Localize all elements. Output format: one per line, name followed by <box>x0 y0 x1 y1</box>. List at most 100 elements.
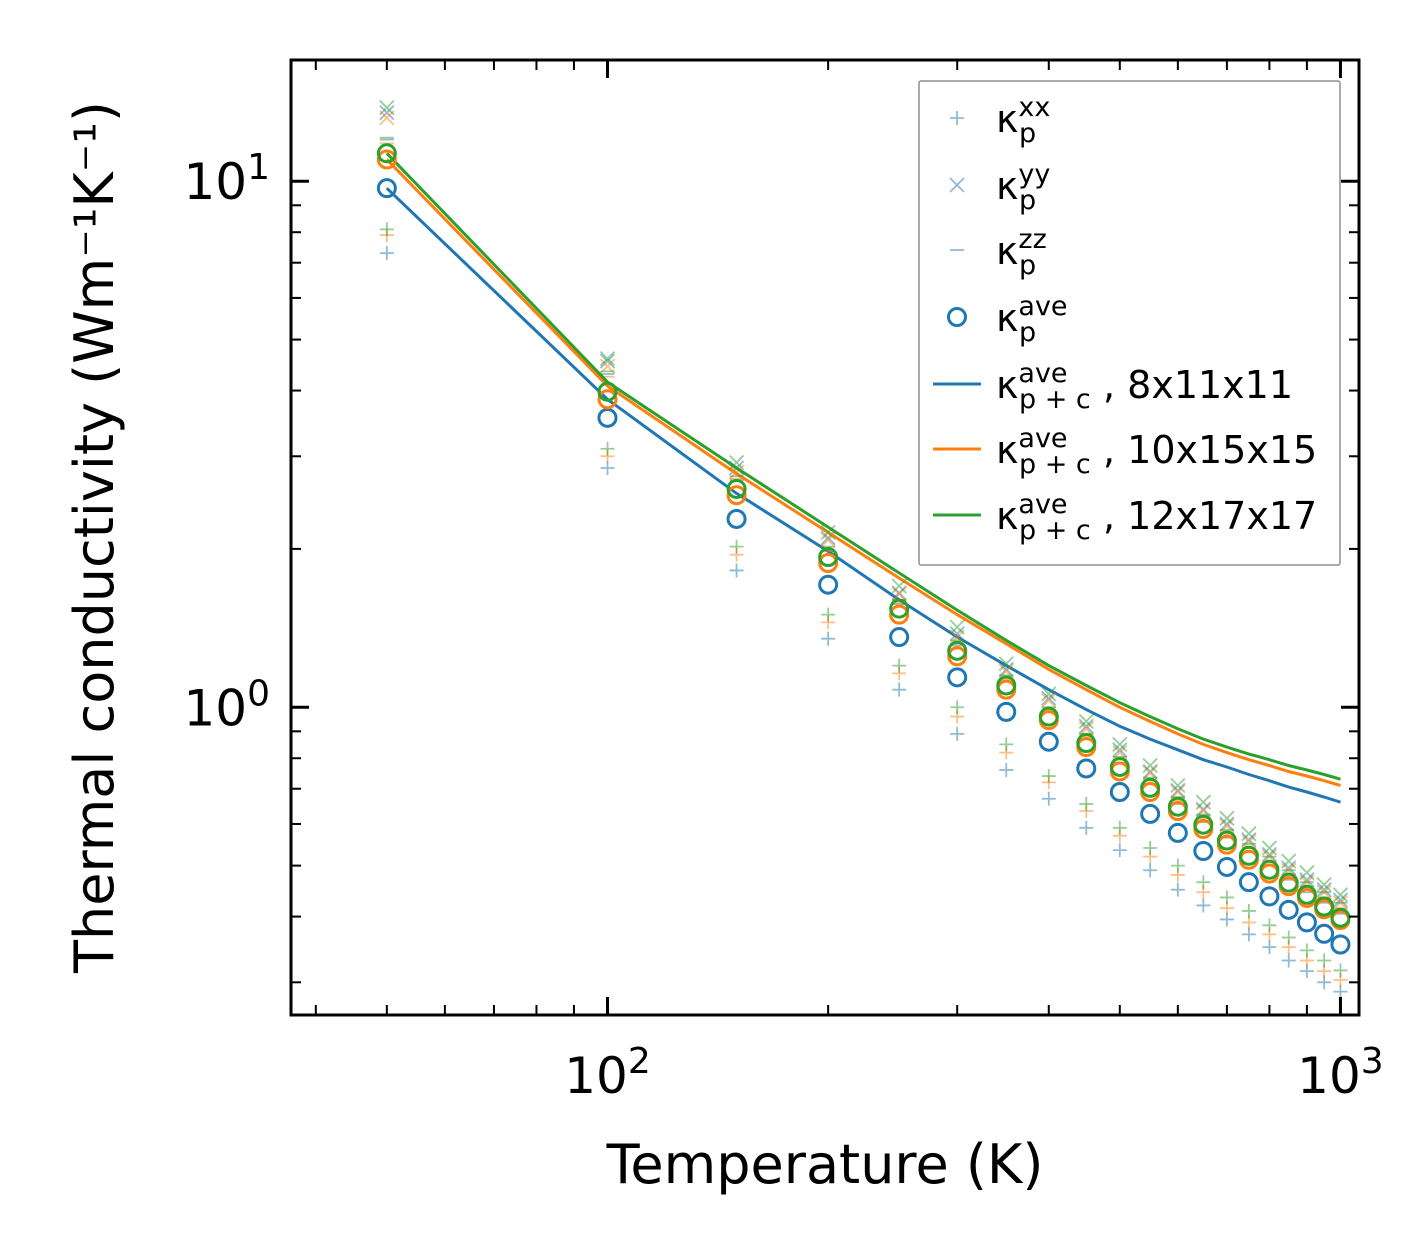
legend-label: κxx <box>996 92 1050 141</box>
kave-point <box>818 574 839 595</box>
kxx-point <box>1299 943 1314 958</box>
kyy-point <box>1299 872 1315 888</box>
kxx-point <box>1143 863 1158 878</box>
kxx-point <box>729 563 744 578</box>
y-tick-exp: 0 <box>247 673 270 714</box>
kxx-point <box>1281 930 1296 945</box>
kxx-point <box>1079 796 1094 811</box>
legend-label-sup: ave <box>1018 358 1067 389</box>
kave-point <box>889 604 910 625</box>
kxx-point <box>999 762 1014 777</box>
kxx-point <box>892 658 907 673</box>
kave-point <box>818 547 839 568</box>
kxx-point <box>1041 769 1056 784</box>
kyy-point <box>728 454 745 471</box>
kyy-point <box>949 619 965 635</box>
kave-point <box>726 478 747 499</box>
x-axis-label: Temperature (K) <box>606 1133 1044 1196</box>
legend-label-sup: ave <box>1018 291 1067 322</box>
kyy-point <box>820 530 836 546</box>
kyy-point <box>891 578 907 594</box>
kyy-point <box>1078 713 1094 730</box>
legend-label-symbol: κ <box>996 229 1018 273</box>
plot-frame <box>289 58 1361 1017</box>
kave-point <box>1330 907 1351 928</box>
kyy-point <box>1170 782 1186 799</box>
legend-label-sub: p + c <box>1019 384 1091 415</box>
kave-point <box>1109 756 1130 777</box>
kave-point <box>1259 886 1280 907</box>
kxx-point <box>1079 820 1094 835</box>
legend-label-symbol: κ <box>996 97 1018 141</box>
legend-label-symbol: κ <box>996 363 1018 407</box>
kave-point <box>1216 830 1237 851</box>
y-tick-label: 100 <box>183 673 270 737</box>
kave-point <box>1193 814 1214 835</box>
kxx-point <box>1170 858 1185 873</box>
kyy-point <box>1112 742 1128 758</box>
legend-circle-marker <box>947 307 967 327</box>
kyy-point <box>820 524 836 541</box>
x-tick-label: 103 <box>1297 1041 1384 1105</box>
kave-point <box>1216 856 1237 877</box>
kyy-point <box>998 661 1014 678</box>
kave-point <box>1278 872 1299 893</box>
legend-label-sup: xx <box>1018 92 1050 123</box>
y-axis-label: Thermal conductivity (Wm⁻¹K⁻¹) <box>63 101 126 974</box>
kxx-point <box>1219 890 1234 905</box>
kyy-point <box>1261 846 1278 863</box>
kave-point <box>1193 841 1214 862</box>
legend-label-sub: p <box>1019 185 1036 216</box>
kyy-point <box>998 656 1014 672</box>
y-tick-exp: 1 <box>247 147 270 188</box>
kave-point <box>1259 859 1280 880</box>
legend-label-sub: p <box>1019 317 1036 348</box>
legend-label-symbol: κ <box>996 164 1018 208</box>
kxx-point <box>1196 875 1211 890</box>
kave-point <box>1296 884 1317 905</box>
kave-point <box>1140 777 1161 798</box>
legend-label: κzz <box>996 224 1047 273</box>
series-ave-8x11x11 <box>376 178 1351 955</box>
kxx-point <box>1262 918 1277 933</box>
kyy-point <box>1142 757 1158 774</box>
kave-point <box>889 598 910 619</box>
x-tick-exp: 3 <box>1361 1041 1384 1082</box>
kyy-point <box>1281 853 1297 869</box>
kxx-point <box>1262 940 1277 955</box>
kave-point <box>376 149 397 170</box>
kxx-point <box>600 460 615 475</box>
x-tick-exp: 2 <box>628 1041 651 1082</box>
kave-point <box>1238 845 1259 866</box>
series-ave-12x17x17 <box>376 143 1351 928</box>
kyy-point <box>1195 794 1211 810</box>
kxx-point <box>379 222 394 237</box>
kyy-point <box>1112 736 1128 753</box>
legend-label-suffix: , 10x15x15 <box>1103 428 1317 472</box>
kxx-point <box>1041 791 1056 806</box>
legend-label-symbol: κ <box>996 428 1018 472</box>
kyy-point <box>599 353 616 369</box>
kpc-line <box>385 152 1341 781</box>
kyy-point <box>1041 692 1057 709</box>
kxx-point <box>999 737 1014 752</box>
kyy-point <box>379 105 395 121</box>
legend-plus-marker <box>950 111 964 125</box>
kyy-point <box>1299 864 1315 881</box>
legend-label-sub: p <box>1019 250 1036 281</box>
kave-point <box>947 640 968 661</box>
kxx-point <box>379 246 394 261</box>
kxx-point <box>729 539 744 554</box>
kyy-point <box>379 100 395 116</box>
kxx-point <box>1241 927 1256 942</box>
kave-point <box>996 701 1017 722</box>
kave-point <box>1278 899 1299 920</box>
legend-x-marker <box>949 177 965 193</box>
kave-point <box>597 389 618 410</box>
x-tick-base: 10 <box>1297 1047 1361 1105</box>
legend-label: κave <box>996 358 1068 407</box>
legend-label: κyy <box>996 159 1050 208</box>
kxx-point <box>1333 963 1348 978</box>
